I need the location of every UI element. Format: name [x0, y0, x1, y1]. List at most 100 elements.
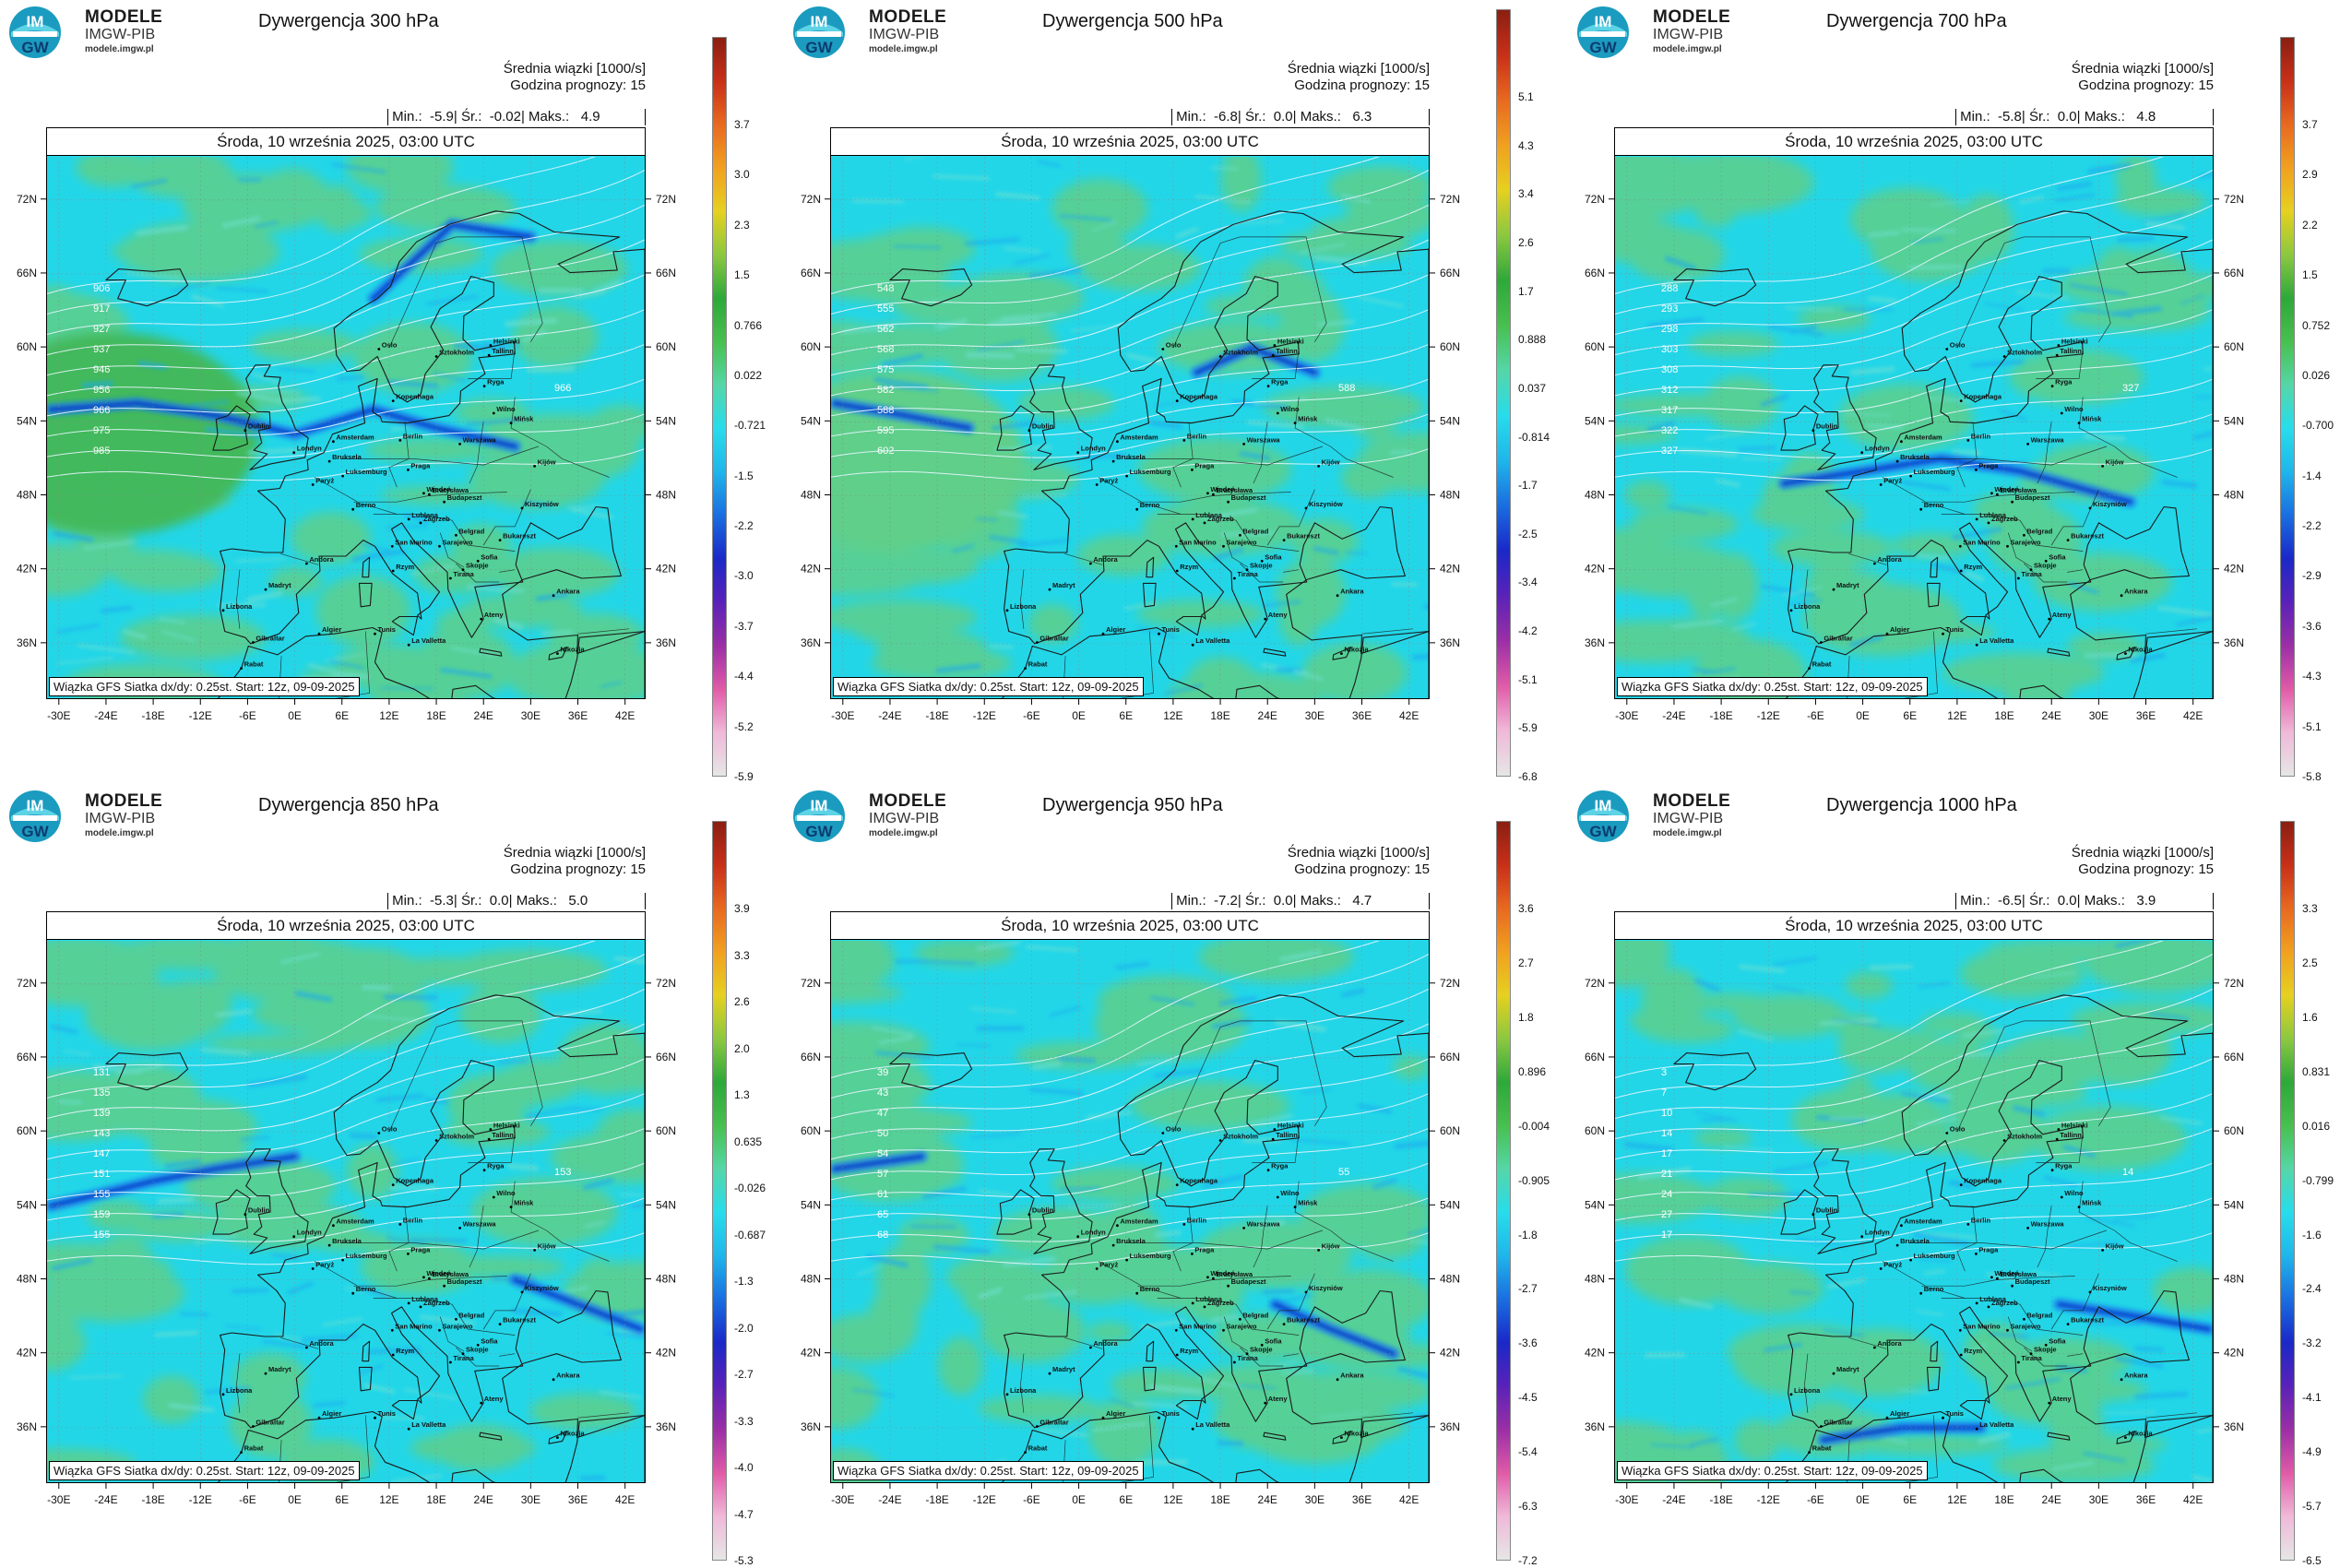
divergence-field: 288 293 298 303 308 312 317 322 327 327 Oslo Sztokh… [1615, 157, 2213, 698]
forecast-hour: Godzina prognozy: 15 [1294, 77, 1430, 93]
lat-tick-label-left: 54N [801, 1198, 821, 1211]
city-label: Berlin [403, 432, 423, 440]
lon-tick-label: 24E [2042, 1493, 2061, 1506]
lon-tick-label: -30E [47, 1493, 70, 1506]
city-label: Warszawa [463, 435, 497, 444]
contour-label: 17 [1661, 1148, 1672, 1159]
city-label: Sztokholm [2007, 1133, 2042, 1141]
city-dot [498, 539, 502, 541]
lat-tick-label-left: 60N [17, 340, 37, 353]
city-label: Berno [356, 1285, 376, 1293]
panel-title: Dywergencja 300 hPa [258, 11, 439, 31]
city-label: Lizbona [1010, 602, 1037, 611]
lat-tick-label-right: 72N [656, 977, 676, 990]
city-label: Oslo [1950, 341, 1966, 350]
city-label: Kiszyniów [525, 1284, 559, 1292]
city-label: Wiedeń [1994, 485, 2019, 493]
model-footer: Wiązka GFS Siatka dx/dy: 0.25st. Start: … [49, 677, 360, 696]
contour-label: 10 [1661, 1108, 1672, 1119]
borders [236, 236, 629, 698]
panel-title: Dywergencja 700 hPa [1826, 11, 2007, 31]
lon-tick-label: -12E [1757, 1493, 1780, 1506]
coastlines [1673, 210, 2213, 698]
model-footer: Wiązka GFS Siatka dx/dy: 0.25st. Start: … [833, 1461, 1144, 1480]
city-dot [556, 652, 559, 655]
svg-text:GW: GW [805, 823, 833, 840]
panel-5: IM GW MODELE IMGW-PIB modele.imgw.pl Dywergen… [784, 784, 1568, 1568]
city-label: Rabat [1028, 660, 1048, 669]
city-label: La Valletta [1195, 636, 1230, 645]
city-label: Skopje [2034, 1346, 2057, 1354]
stat-max-label: | Maks.: [1292, 893, 1353, 909]
city-dot [2077, 1206, 2081, 1209]
colorbar-tick-label: 4.3 [1518, 138, 1534, 152]
ensemble-info: Średnia wiązki [1000/s] Godzina prognozy:… [504, 845, 646, 878]
city-label: Londyn [1865, 445, 1890, 453]
city-dot [2101, 465, 2104, 468]
contour-label: 303 [1661, 344, 1678, 355]
city-label: Kijów [2106, 1241, 2124, 1250]
city-label: Berno [1140, 1285, 1160, 1293]
city-label: Dublin [1816, 1206, 1838, 1215]
stat-min: -5.9 [430, 109, 454, 125]
colorbar-tick-label: -5.3 [734, 1554, 754, 1567]
lat-tick-label-left: 42N [17, 563, 37, 576]
city-dot [455, 1317, 457, 1321]
lat-tick-label-right: 48N [2224, 489, 2244, 502]
city-label: Helsinki [1277, 338, 1304, 346]
city-label: Amsterdam [336, 1218, 374, 1226]
lat-tick-label-right: 54N [656, 1198, 676, 1211]
city-label: Paryż [1099, 477, 1118, 485]
lon-tick-label: 36E [2136, 709, 2156, 722]
city-label: Rabat [1812, 660, 1832, 669]
city-dot [1227, 500, 1229, 504]
valid-date: Środa, 10 września 2025, 03:00 UTC [1615, 912, 2213, 940]
contour-label: 143 [93, 1128, 110, 1139]
city-dot [1966, 1223, 1970, 1226]
stat-max: 4.8 [2136, 109, 2156, 125]
lat-tick-label-left: 42N [1585, 563, 1605, 576]
city-label: Skopje [2034, 562, 2057, 570]
colorbar [712, 821, 727, 1561]
city-dot [2050, 385, 2054, 387]
contour-label: 50 [877, 1128, 888, 1139]
city-dot [305, 562, 308, 565]
city-dot [552, 1378, 555, 1382]
contour-label: 548 [877, 283, 894, 294]
lat-tick-label-right: 48N [656, 1273, 676, 1286]
city-label: Budapeszt [447, 1277, 482, 1286]
colorbar-tick-label: 1.3 [734, 1088, 750, 1101]
city-dot [1174, 544, 1178, 548]
stat-mean: 0.0 [2057, 893, 2077, 909]
lon-tick-label: -6E [239, 709, 256, 722]
subtitle: Średnia wiązki [1000/s] [503, 845, 646, 861]
city-label: Andora [1877, 1339, 1902, 1348]
city-dot [2029, 568, 2033, 572]
contour-label: 135 [93, 1087, 110, 1099]
contour-label: 27 [1661, 1209, 1672, 1220]
city-dot [1860, 1235, 1864, 1239]
lon-tick-label: 0E [288, 709, 302, 722]
city-dot [1276, 411, 1279, 415]
lon-tick-label: 0E [1072, 709, 1086, 722]
city-dot [244, 1213, 247, 1217]
borders [1020, 236, 1413, 698]
ensemble-info: Średnia wiązki [1000/s] Godzina prognozy:… [504, 61, 646, 94]
city-dot [2023, 1317, 2025, 1321]
city-dot [1076, 451, 1080, 455]
divergence-field: 371014172124271714OsloSztokholmHelsinkiT… [1615, 941, 2213, 1482]
svg-text:IM: IM [811, 13, 828, 30]
contour-label: 139 [93, 1108, 110, 1119]
city-dot [292, 1235, 296, 1239]
city-label: San Marino [1179, 1322, 1217, 1330]
city-dot [407, 469, 410, 471]
contour-label: 39 [877, 1067, 888, 1078]
panel-4: IM GW MODELE IMGW-PIB modele.imgw.pl Dywergen… [0, 784, 784, 1568]
city-dot [438, 544, 441, 548]
city-label: Budapeszt [1231, 493, 1266, 502]
lat-tick-label-right: 60N [1440, 1124, 1460, 1137]
city-label: Luksemburg [1130, 1252, 1171, 1260]
lon-tick-label: 30E [1305, 709, 1324, 722]
city-label: Amsterdam [1120, 1218, 1158, 1226]
